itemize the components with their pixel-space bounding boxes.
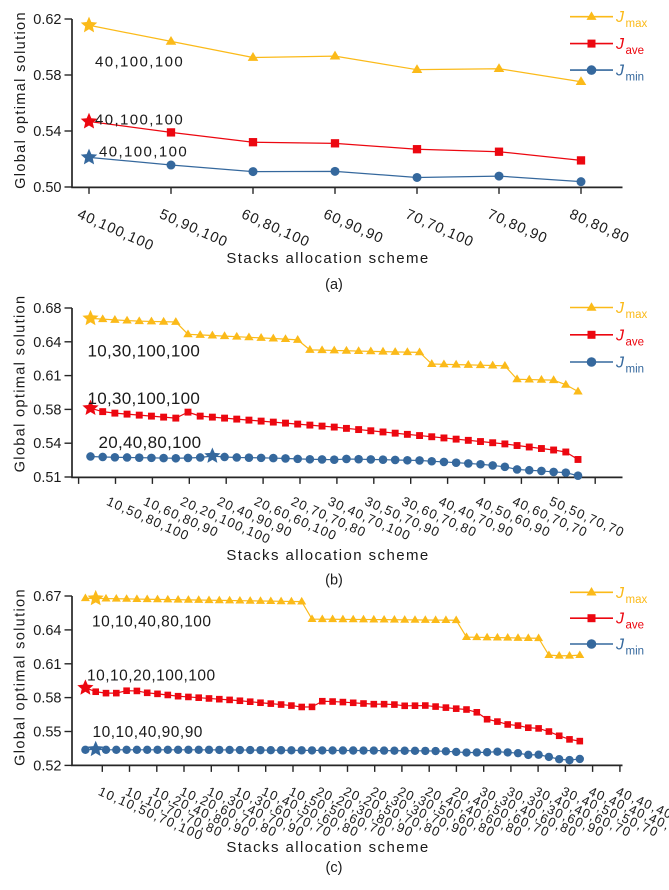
svg-text:0.67: 0.67 [33,589,61,605]
svg-text:(b): (b) [325,573,343,589]
svg-text:max: max [626,309,648,321]
svg-text:(a): (a) [325,277,343,293]
svg-text:0.51: 0.51 [33,470,61,486]
svg-text:Stacks allocation scheme: Stacks allocation scheme [226,250,429,267]
svg-text:0.62: 0.62 [33,12,61,28]
svg-text:0.52: 0.52 [33,758,61,774]
svg-text:0.54: 0.54 [33,436,61,452]
svg-text:Stacks allocation scheme: Stacks allocation scheme [226,547,429,564]
svg-text:Global optimal solution: Global optimal solution [13,295,29,473]
svg-text:min: min [626,72,645,84]
svg-text:J: J [615,9,625,26]
svg-text:0.58: 0.58 [33,402,61,418]
svg-text:0.55: 0.55 [33,725,61,741]
svg-text:10,10,40,80,100: 10,10,40,80,100 [92,614,212,631]
svg-text:10,10,40,90,90: 10,10,40,90,90 [93,724,203,741]
svg-text:0.64: 0.64 [33,335,61,351]
svg-text:J: J [615,36,625,53]
svg-text:0.61: 0.61 [33,369,61,385]
svg-text:0.61: 0.61 [33,657,61,673]
svg-text:(c): (c) [326,860,343,876]
svg-text:J: J [615,327,625,344]
svg-text:ave: ave [626,336,645,348]
svg-text:40,100,100: 40,100,100 [95,53,184,70]
svg-text:J: J [615,585,625,602]
svg-text:Global optimal solution: Global optimal solution [13,11,29,189]
svg-text:10,30,100,100: 10,30,100,100 [88,341,201,360]
svg-text:0.54: 0.54 [33,124,61,140]
svg-text:max: max [626,18,648,30]
svg-text:max: max [626,594,648,606]
svg-text:J: J [615,355,625,372]
svg-text:ave: ave [626,45,645,57]
svg-text:J: J [615,63,625,80]
svg-text:20,40,80,100: 20,40,80,100 [99,433,202,452]
svg-text:40,100,100: 40,100,100 [95,111,184,128]
svg-text:0.58: 0.58 [33,68,61,84]
svg-text:10,10,20,100,100: 10,10,20,100,100 [87,668,216,685]
svg-text:0.58: 0.58 [33,691,61,707]
svg-text:0.50: 0.50 [33,180,61,196]
svg-text:ave: ave [626,620,645,632]
svg-text:40,100,100: 40,100,100 [99,143,188,160]
svg-text:J: J [615,611,625,628]
svg-text:min: min [626,646,645,658]
svg-text:10,30,100,100: 10,30,100,100 [88,389,201,408]
svg-text:0.64: 0.64 [33,623,61,639]
svg-text:Stacks allocation scheme: Stacks allocation scheme [226,839,429,856]
svg-text:J: J [615,637,625,654]
svg-text:Global optimal solution: Global optimal solution [13,588,29,766]
svg-text:min: min [626,364,645,376]
svg-text:0.68: 0.68 [33,301,61,317]
svg-text:J: J [615,300,625,317]
